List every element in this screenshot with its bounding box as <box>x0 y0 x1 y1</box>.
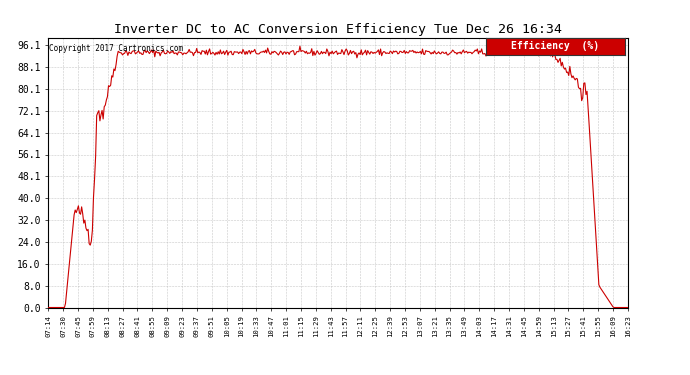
Title: Inverter DC to AC Conversion Efficiency Tue Dec 26 16:34: Inverter DC to AC Conversion Efficiency … <box>114 23 562 36</box>
Text: Copyright 2017 Cartronics.com: Copyright 2017 Cartronics.com <box>50 44 184 53</box>
